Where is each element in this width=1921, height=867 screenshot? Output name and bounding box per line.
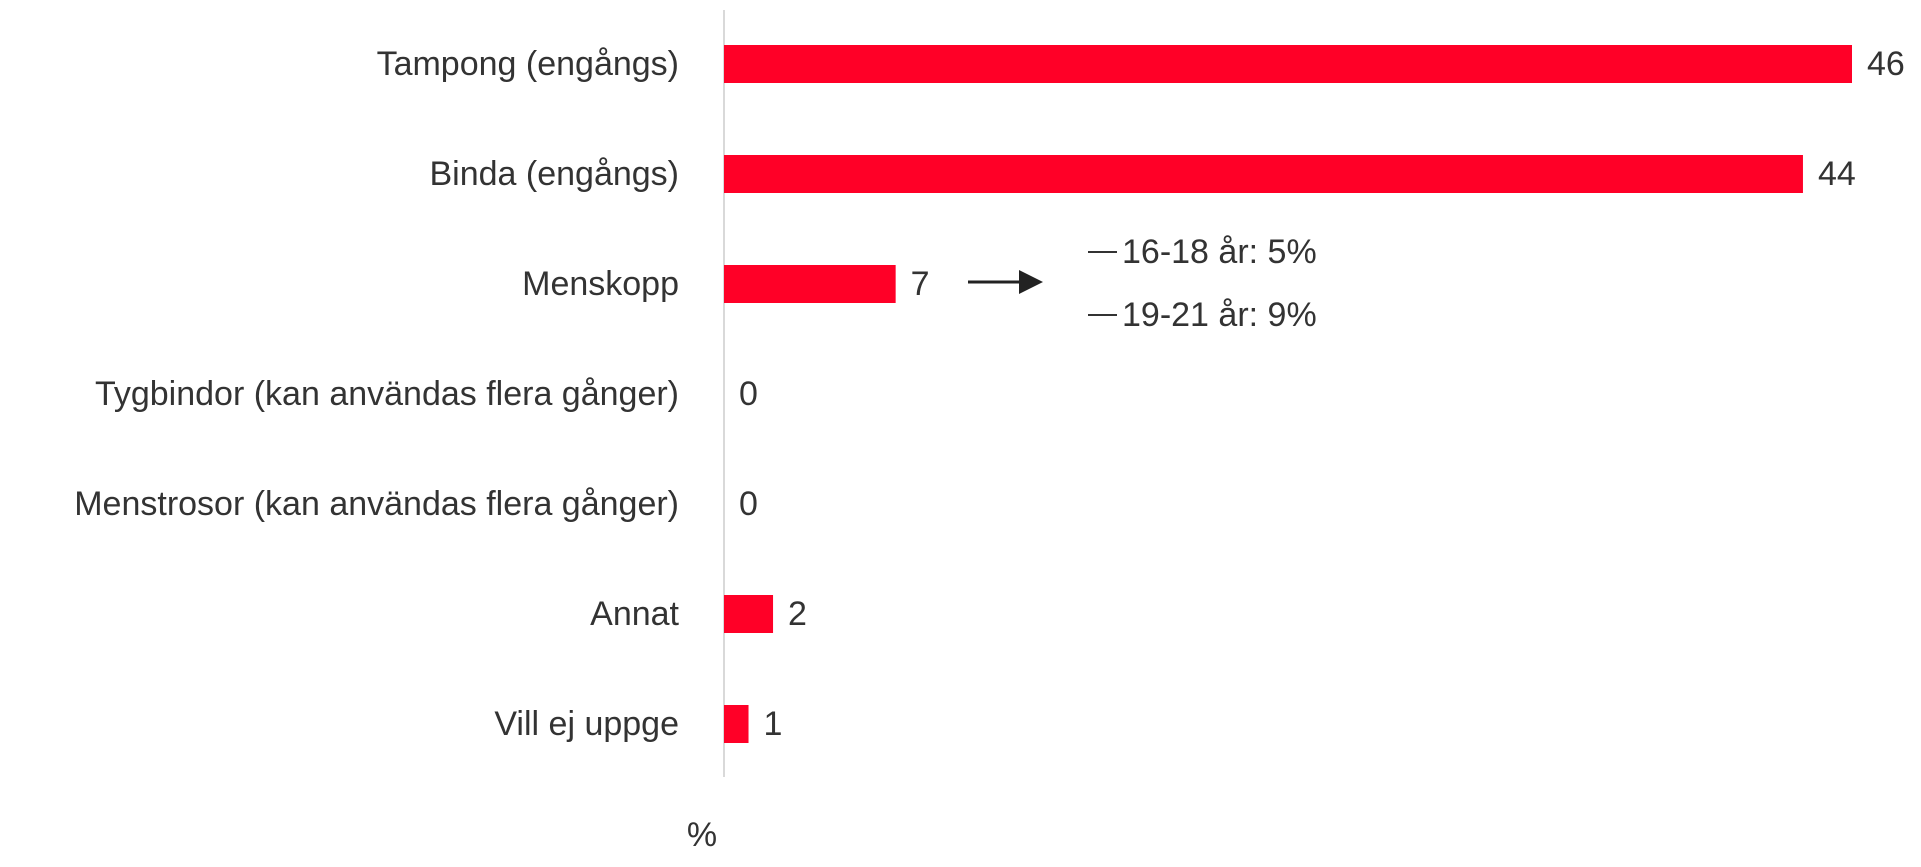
value-label: 46 <box>1867 45 1905 83</box>
bar <box>724 155 1803 193</box>
value-label: 1 <box>764 705 783 743</box>
bar <box>724 595 774 633</box>
category-label: Menstrosor (kan användas flera gånger) <box>74 485 679 523</box>
category-label: Tampong (engångs) <box>377 45 679 83</box>
value-label: 2 <box>788 595 807 633</box>
value-label: 0 <box>739 485 758 523</box>
category-label: Binda (engångs) <box>429 155 679 193</box>
annotation: 19-21 år: 9% <box>1122 296 1317 334</box>
bar <box>724 705 749 743</box>
category-label: Menskopp <box>522 265 679 303</box>
category-label: Annat <box>590 595 679 633</box>
x-axis-label: % <box>687 816 717 854</box>
bar <box>724 265 896 303</box>
value-label: 0 <box>739 375 758 413</box>
value-label: 7 <box>911 265 930 303</box>
annotation: 16-18 år: 5% <box>1122 233 1317 271</box>
category-label: Tygbindor (kan användas flera gånger) <box>95 375 679 413</box>
bar <box>724 45 1852 83</box>
value-label: 44 <box>1818 155 1856 193</box>
category-label: Vill ej uppge <box>494 705 679 743</box>
